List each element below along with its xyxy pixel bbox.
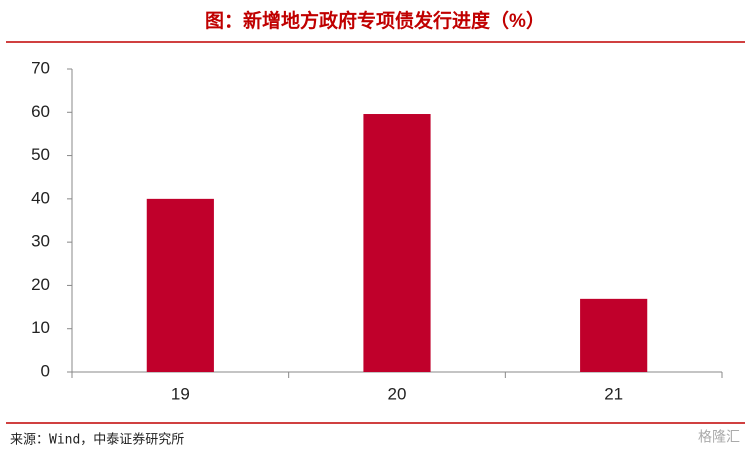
y-tick-label: 20 bbox=[31, 275, 50, 294]
bar bbox=[363, 114, 431, 372]
y-tick-label: 60 bbox=[31, 102, 50, 121]
chart-title: 图：新增地方政府专项债发行进度（%） bbox=[205, 9, 545, 32]
y-tick-label: 50 bbox=[31, 145, 50, 164]
x-tick-label: 21 bbox=[604, 384, 623, 403]
y-tick-label: 30 bbox=[31, 232, 50, 251]
bar bbox=[146, 198, 214, 372]
y-tick-label: 70 bbox=[31, 58, 50, 77]
source: 来源：Wind，中泰证券研究所 bbox=[10, 432, 184, 448]
bar bbox=[580, 298, 648, 372]
watermark: 格隆汇 bbox=[698, 429, 740, 445]
x-tick-label: 20 bbox=[388, 384, 407, 403]
x-tick-label: 19 bbox=[171, 384, 190, 403]
y-tick-label: 0 bbox=[41, 361, 50, 380]
y-tick-label: 10 bbox=[31, 318, 50, 337]
y-tick-label: 40 bbox=[31, 188, 50, 207]
